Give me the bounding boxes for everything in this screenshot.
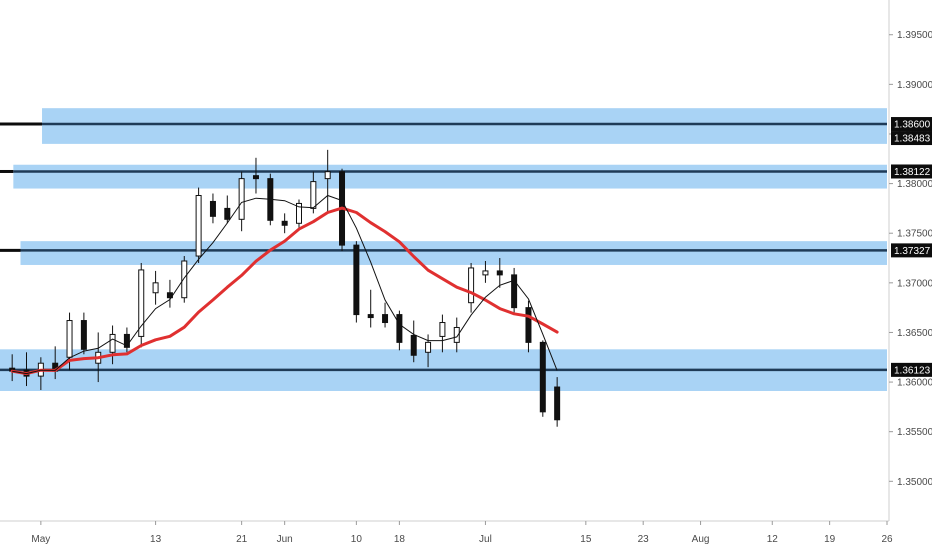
price-tick-label: 1.39000 (897, 80, 932, 91)
candle-body-down (209, 200, 216, 217)
time-tick-label: 15 (580, 534, 592, 545)
time-tick-label: 18 (394, 534, 406, 545)
candle-body-down (252, 175, 259, 180)
price-tick-label: 1.35000 (897, 477, 932, 488)
candle-body-up (181, 260, 188, 299)
zone-band-0 (42, 108, 887, 144)
time-tick-label: Jun (277, 534, 293, 545)
candle-body-up (195, 194, 202, 257)
candle-body-up (138, 269, 145, 337)
candle-body-down (539, 341, 546, 413)
time-axis[interactable]: May 13 21 Jun 10 18 Jul 15 23 Aug 12 19 26 (0, 520, 893, 545)
zone-band-1 (13, 164, 887, 189)
level-badge-label: 1.37327 (894, 246, 931, 257)
price-tick-label: 1.39500 (897, 30, 932, 41)
candle-body-down (367, 314, 374, 319)
price-axis[interactable]: 1.35000 1.35500 1.36000 1.36500 1.37000 1.375… (888, 0, 932, 521)
candle-body-down (496, 270, 503, 276)
time-tick-label: 19 (824, 534, 836, 545)
price-tick-label: 1.37500 (897, 229, 932, 240)
candle-body-down (382, 314, 389, 324)
candle-body-down (396, 314, 403, 343)
level-badge-label: 1.38600 (894, 120, 931, 131)
candle-body-down (281, 220, 288, 226)
candle-body-up (66, 320, 73, 358)
slow-moving-average-line (10, 206, 559, 376)
zone-band-2 (20, 241, 887, 265)
candle-body-down (353, 244, 360, 316)
time-tick-label: 26 (881, 534, 893, 545)
moving-average-lines (10, 194, 559, 376)
level-badge (891, 243, 932, 258)
level-badge-label: 1.38483 (894, 134, 931, 145)
candle-body-up (296, 202, 302, 224)
candle-body-down (525, 307, 532, 343)
candle-body-down (123, 333, 130, 348)
candle-body-down (224, 207, 231, 220)
time-tick-label: Aug (692, 534, 710, 545)
level-badge (891, 164, 932, 179)
time-tick-label: 23 (638, 534, 650, 545)
price-tick-label: 1.36500 (897, 328, 932, 339)
candle-body-up (468, 267, 475, 304)
level-price-badges: 1.38600 1.38483 1.38122 1.37327 1.36123 (891, 117, 932, 377)
level-badge (891, 117, 932, 132)
candle-body-up (310, 181, 317, 209)
time-tick-label: Jul (479, 534, 492, 545)
candle-body-up (482, 270, 489, 276)
level-badge-label: 1.38122 (894, 167, 931, 178)
candle-body-down (410, 334, 417, 356)
level-badge-label: 1.36123 (894, 365, 931, 376)
fast-moving-average-line (12, 194, 558, 375)
price-tick-label: 1.38000 (897, 179, 932, 190)
price-tick-label: 1.35500 (897, 427, 932, 438)
candle-body-up (109, 333, 116, 353)
candle-body-up (425, 341, 432, 353)
price-tick-label: 1.37000 (897, 278, 932, 289)
candle-body-up (439, 322, 446, 337)
price-tick-label: 1.36000 (897, 378, 932, 389)
candle-body-up (152, 282, 159, 294)
candle-body-up (238, 178, 245, 220)
time-tick-label: May (31, 534, 50, 545)
candle-body-down (554, 386, 561, 421)
time-tick-label: 10 (351, 534, 363, 545)
candle-body-down (511, 274, 518, 309)
support-resistance-zones (0, 108, 887, 391)
time-tick-label: 13 (150, 534, 162, 545)
candle-body-up (453, 326, 460, 343)
candle-body-up (324, 171, 331, 180)
time-tick-label: 12 (767, 534, 779, 545)
time-tick-label: 21 (236, 534, 248, 545)
candle-body-down (80, 320, 87, 350)
level-badge (891, 362, 932, 377)
level-badge (891, 131, 932, 146)
